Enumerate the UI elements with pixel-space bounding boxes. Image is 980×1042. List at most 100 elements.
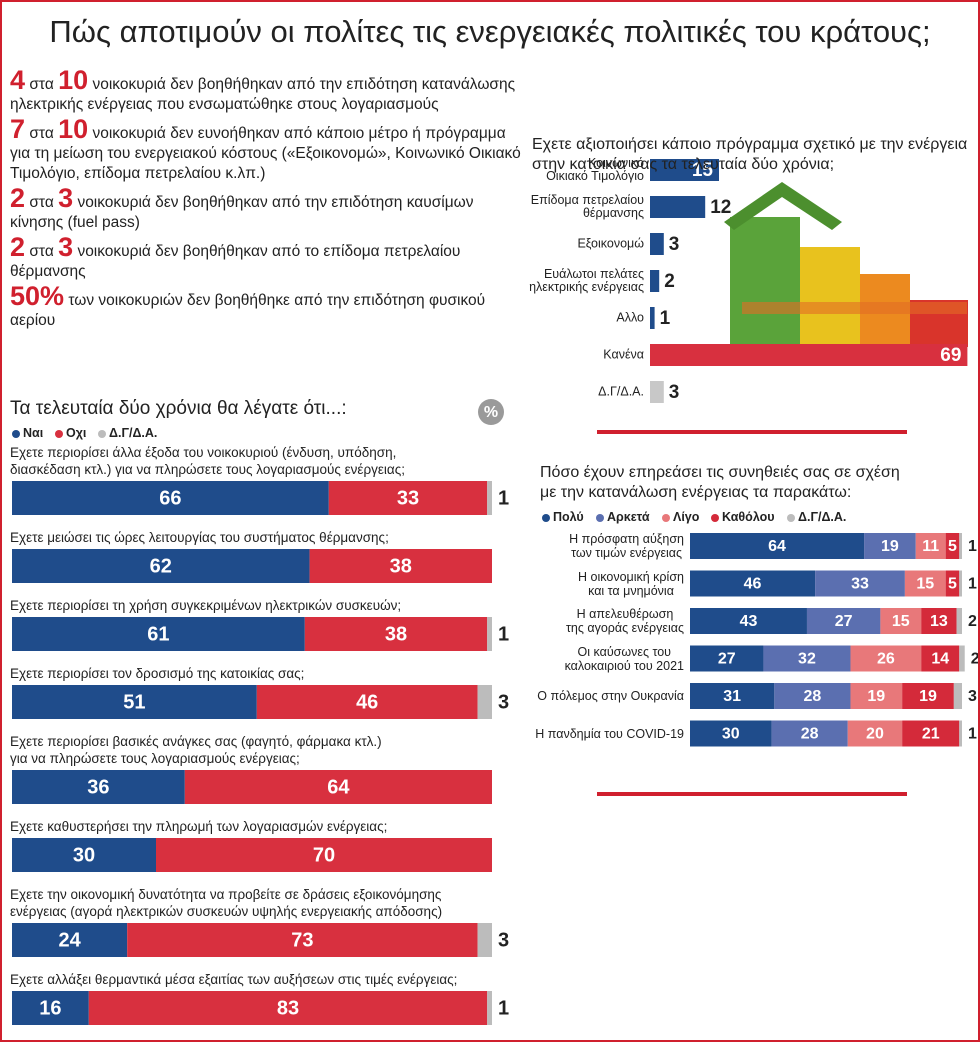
bar-segment [953,683,962,709]
data-label: 21 [922,726,940,743]
bar-segment [945,570,960,597]
fact: 50% των νοικοκυριών δεν βοηθήθηκε από τη… [10,283,522,331]
category-label: Κοινωνικό Οικιακό Τιμολόγιο [546,156,644,183]
data-label: 3 [498,929,509,951]
data-label: 1 [968,538,977,555]
legend-swatch [662,514,670,522]
data-label: 61 [147,623,169,645]
text: των νοικοκυριών δεν βοηθήθηκε από την επ… [10,292,486,329]
category-label: Εχετε περιορίσει βασικές ανάγκες σας (φα… [10,734,382,766]
data-label: 30 [722,726,740,743]
bar [650,196,706,218]
fact: 2 στα 3 νοικοκυριά δεν βοηθήθηκαν από τη… [10,185,522,233]
bar-segment [902,720,960,747]
data-label: 38 [385,623,407,645]
bar-segment [902,683,954,709]
data-label: 64 [327,776,350,798]
bar-segment [880,608,922,634]
bar-segment [12,685,257,719]
category-label: Η οικονομική κρίση και τα μνημόνια [578,569,684,598]
data-label: 73 [291,929,313,951]
bar [650,381,664,403]
bar-segment [487,481,492,515]
bar-segment [690,533,865,559]
category-label: Η πρόσφατη αύξηση των τιμών ενέργειας [569,532,684,560]
facts: 4 στα 10 νοικοκυριά δεν βοηθήθηκαν από τ… [10,67,522,335]
data-label: 3 [968,688,977,705]
category-label: Εξοικονομώ [577,236,644,251]
data-label: 38 [390,555,412,577]
legend-swatch [98,430,106,438]
data-label: 2 [968,613,977,630]
bar-segment [945,533,960,559]
category-label: Εχετε περιορίσει άλλα έξοδα του νοικοκυρ… [10,445,405,477]
bar [650,159,719,181]
data-label: 1 [498,623,509,645]
data-label: 20 [866,726,884,743]
bar [650,233,664,255]
category-label: Επίδομα πετρελαίου θέρμανσης [530,193,644,220]
bar-segment [156,838,492,872]
category-label: Εχετε την οικονομική δυνατότητα να προβε… [10,887,443,919]
fact: 4 στα 10 νοικοκυριά δεν βοηθήθηκαν από τ… [10,67,522,115]
legend-label: Λίγο [673,510,700,524]
category-label: Οι καύσωνες του καλοκαιριού του 2021 [564,644,684,673]
bar-segment [959,645,965,672]
data-label: 32 [798,651,816,668]
bar-segment [959,570,962,597]
data-label: 1 [968,726,977,743]
bar-segment [487,991,492,1025]
data-label: 28 [804,688,822,705]
bar-segment [304,617,488,651]
bar-segment [690,683,775,709]
data-label: 27 [718,651,736,668]
bar-segment [12,481,329,515]
text: νοικοκυριά δεν βοηθήθηκαν από την επιδότ… [10,194,474,231]
data-label: 31 [723,688,741,705]
bar-segment [850,645,922,672]
legend-label: Οχι [66,426,87,440]
data-label: 1 [660,308,671,329]
data-label: 51 [123,691,145,713]
bar-segment [12,838,156,872]
data-label: 1 [498,487,509,509]
legend-swatch [787,514,795,522]
data-label: 19 [881,538,899,555]
lead: 10 [58,65,89,95]
fact: 2 στα 3 νοικοκυριά δεν βοηθήθηκαν από το… [10,234,522,282]
data-label: 1 [968,576,977,593]
data-label: 14 [931,651,949,668]
bar-segment [771,720,848,747]
category-label: Η πανδημία του COVID-19 [535,726,684,741]
legend-swatch [542,514,550,522]
category-label: Εχετε αλλάξει θερμαντικά μέσα εξαιτίας τ… [10,972,458,987]
data-label: 12 [710,197,731,218]
bar-segment [864,533,916,559]
bar-segment [774,683,851,709]
legend-swatch [596,514,604,522]
lead: 10 [58,114,89,144]
data-label: 2 [971,651,978,668]
bar [650,307,655,329]
lead: 3 [58,232,74,262]
lead: 2 [10,183,26,213]
legend-label: Πολύ [553,510,584,524]
data-label: 64 [768,538,786,555]
category-label: Εχετε μειώσει τις ώρες λειτουργίας του σ… [10,530,389,545]
connector: στα [29,76,54,93]
text: νοικοκυριά δεν ευνοήθηκαν από κάποιο μέτ… [10,125,521,182]
connector: στα [29,125,54,142]
data-label: 2 [664,271,675,292]
bar-segment [88,991,488,1025]
data-label: 62 [150,555,172,577]
bar-segment [12,991,89,1025]
legend-label: Καθόλου [722,510,775,524]
legend-swatch [55,430,63,438]
bar-segment [12,923,128,957]
lead: 7 [10,114,26,144]
data-label: 3 [669,382,680,403]
bar-segment [850,683,903,709]
bar-segment [690,570,816,597]
